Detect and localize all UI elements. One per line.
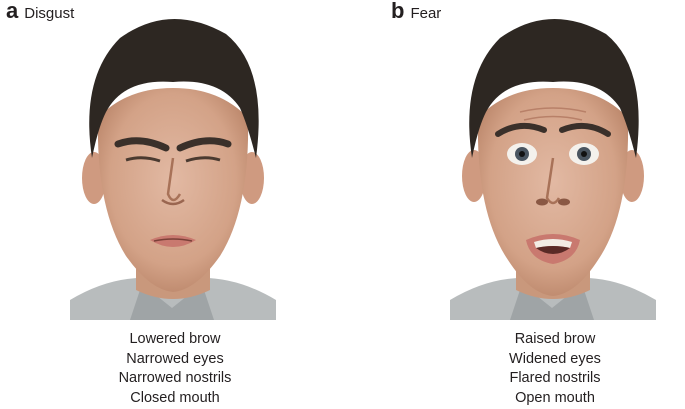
feature-nostrils: Narrowed nostrils xyxy=(118,370,232,386)
feature-mouth: Closed mouth xyxy=(130,389,220,406)
panel-fear: b Fear xyxy=(343,0,685,409)
feature-nostrils: Flared nostrils xyxy=(509,370,601,386)
feature-eyes: Widened eyes xyxy=(509,350,601,367)
panel-header: a Disgust xyxy=(6,0,74,26)
feature-eyes: Narrowed eyes xyxy=(126,350,224,367)
feature-mouth: Open mouth xyxy=(515,389,595,406)
disgust-face-photo xyxy=(70,8,276,320)
feature-brow: Raised brow xyxy=(514,331,596,347)
feature-list: Raised brow Widened eyes Flared nostrils… xyxy=(452,330,658,408)
panel-letter: b xyxy=(391,0,405,23)
panel-emotion-label: Disgust xyxy=(24,5,75,22)
panel-disgust: a Disgust xyxy=(0,0,342,409)
fear-face-photo xyxy=(450,8,656,320)
feature-list: Lowered brow Narrowed eyes Narrowed nost… xyxy=(72,330,278,408)
panel-letter: a xyxy=(6,0,19,23)
panel-header: b Fear xyxy=(391,0,441,26)
feature-brow: Lowered brow xyxy=(129,331,221,347)
panel-emotion-label: Fear xyxy=(410,5,442,22)
